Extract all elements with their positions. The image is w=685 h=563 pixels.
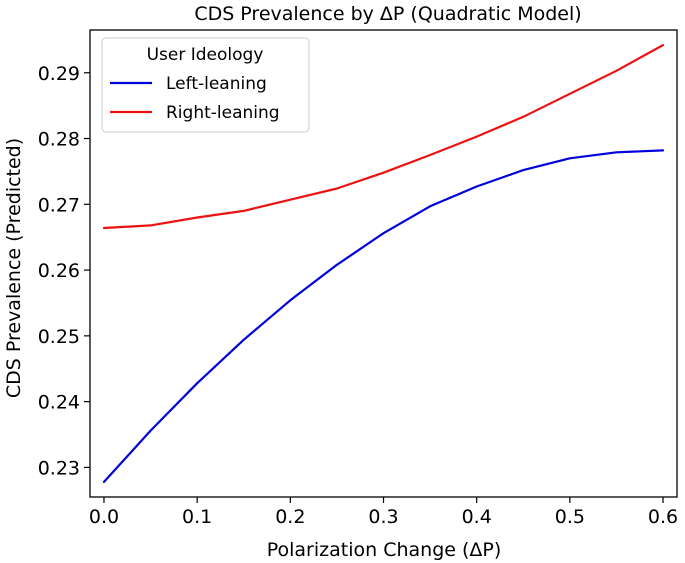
x-axis-title: Polarization Change (ΔP) bbox=[267, 539, 502, 561]
x-tick-label: 0.1 bbox=[182, 506, 212, 528]
y-axis: 0.23 0.24 0.25 0.26 0.27 0.28 0.29 bbox=[38, 63, 90, 479]
y-axis-title: CDS Prevalence (Predicted) bbox=[3, 138, 25, 398]
x-tick-label: 0.3 bbox=[368, 506, 398, 528]
y-tick-label: 0.23 bbox=[38, 457, 80, 479]
x-tick-label: 0.2 bbox=[275, 506, 305, 528]
y-tick-label: 0.26 bbox=[38, 260, 80, 282]
series-lines bbox=[102, 43, 665, 483]
x-axis: 0.0 0.1 0.2 0.3 0.4 0.5 0.6 bbox=[89, 497, 678, 528]
legend-box bbox=[101, 37, 310, 133]
y-tick-label: 0.24 bbox=[38, 392, 80, 414]
series-line-left-leaning bbox=[102, 149, 665, 483]
x-tick-label: 0.0 bbox=[89, 506, 119, 528]
chart-title: CDS Prevalence by ΔP (Quadratic Model) bbox=[194, 3, 581, 25]
legend-label-left-leaning: Left-leaning bbox=[166, 74, 267, 94]
legend-label-right-leaning: Right-leaning bbox=[166, 103, 280, 123]
x-tick-label: 0.4 bbox=[462, 506, 492, 528]
y-tick-label: 0.29 bbox=[38, 63, 80, 85]
y-tick-label: 0.27 bbox=[38, 194, 80, 216]
y-tick-label: 0.25 bbox=[38, 326, 80, 348]
y-tick-label: 0.28 bbox=[38, 129, 80, 151]
series-line-right-leaning bbox=[102, 43, 665, 230]
legend: User Ideology Left-leaning Right-leaning bbox=[101, 37, 310, 133]
x-tick-label: 0.6 bbox=[648, 506, 678, 528]
legend-title: User Ideology bbox=[147, 45, 264, 65]
x-tick-label: 0.5 bbox=[555, 506, 585, 528]
